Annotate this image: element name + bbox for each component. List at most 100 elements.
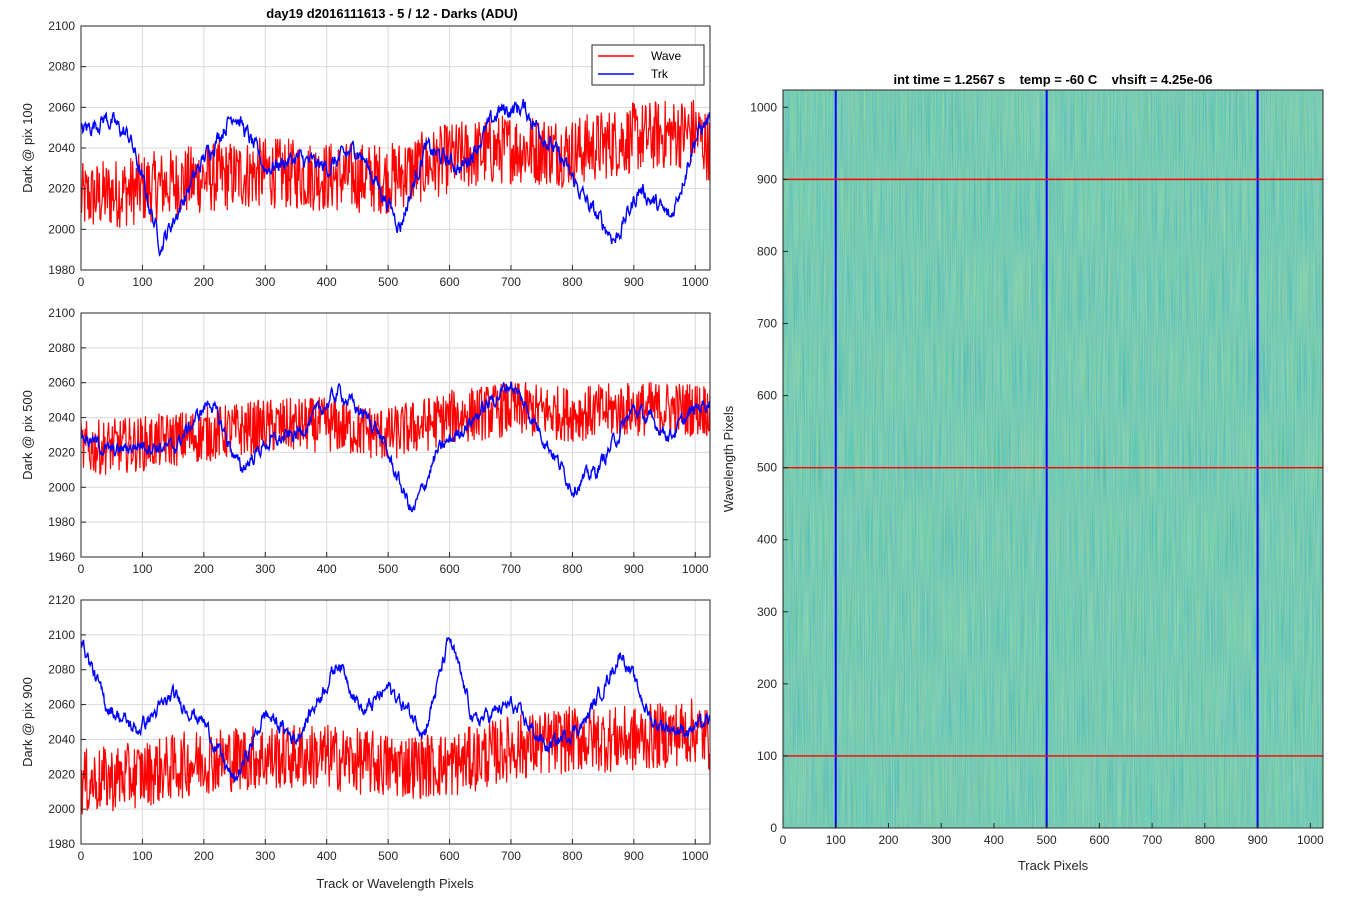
y-tick-label: 2100 [48,628,75,642]
heatmap-panel: int time = 1.2567 s temp = -60 C vhsift … [721,72,1324,873]
heatmap-y-tick-label: 0 [770,821,777,835]
x-tick-label: 100 [132,275,152,289]
panel-3-xlabel: Track or Wavelength Pixels [316,876,474,891]
x-tick-label: 300 [255,275,275,289]
y-tick-label: 1980 [48,515,75,529]
figure-title: day19 d2016111613 - 5 / 12 - Darks (ADU) [266,6,517,21]
heatmap-x-tick-label: 500 [1037,833,1057,847]
x-tick-label: 700 [501,275,521,289]
panel-pix-500: 0 100 200 300 400 500 600 700 800 900 1000 1960 1980… [20,306,711,576]
y-tick-label: 2080 [48,341,75,355]
y-tick-label: 2100 [48,19,75,33]
legend: Wave Trk [591,44,705,86]
heatmap-y-tick-label: 200 [757,677,777,691]
x-tick-label: 0 [78,275,85,289]
x-tick-label: 800 [562,849,582,863]
heatmap-y-tick-label: 900 [757,172,777,186]
panel-2-axes-box [80,312,711,558]
panel-2-series-wave [81,381,710,475]
heatmap-x-tick-label: 200 [878,833,898,847]
x-tick-label: 1000 [682,275,709,289]
y-tick-label: 2000 [48,480,75,494]
y-tick-label: 2000 [48,222,75,236]
y-tick-label: 2040 [48,141,75,155]
y-tick-label: 2020 [48,445,75,459]
y-tick-label: 2060 [48,698,75,712]
heatmap-y-tick-label: 400 [757,533,777,547]
heatmap-xlabel: Track Pixels [1018,858,1089,873]
legend-wave-label: Wave [651,49,682,63]
x-tick-label: 700 [501,562,521,576]
heatmap-x-tick-label: 400 [984,833,1004,847]
heatmap-x-tick-label: 900 [1248,833,1268,847]
x-tick-label: 500 [378,562,398,576]
heatmap-ylabel: Wavelength Pixels [721,405,736,512]
y-tick-label: 2000 [48,802,75,816]
x-tick-label: 0 [78,562,85,576]
panel-2-ylabel: Dark @ pix 500 [20,390,35,480]
heatmap-x-tick-label: 1000 [1297,833,1324,847]
heatmap-y-tick-label: 600 [757,389,777,403]
x-tick-label: 400 [317,849,337,863]
panel-1-series-trk [81,98,710,257]
heatmap-x-tick-label: 600 [1089,833,1109,847]
heatmap-x-tick-label: 300 [931,833,951,847]
panel-2-series-trk [81,381,710,513]
y-tick-label: 2040 [48,732,75,746]
x-tick-label: 300 [255,849,275,863]
panel-3-series-wave [81,698,710,815]
x-tick-label: 1000 [682,562,709,576]
y-tick-label: 2120 [48,593,75,607]
heatmap-y-tick-label: 1000 [750,100,777,114]
y-tick-label: 1980 [48,263,75,277]
panel-pix-900: 0 100 200 300 400 500 600 700 800 900 1000 1980 2000… [20,593,711,891]
panel-pix-100: 0 100 200 300 400 500 600 700 800 900 1000 1980 2000… [20,19,711,289]
heatmap-x-tick-label: 700 [1142,833,1162,847]
y-tick-label: 2100 [48,306,75,320]
y-tick-label: 2040 [48,411,75,425]
y-tick-label: 2060 [48,376,75,390]
panel-1-ylabel: Dark @ pix 100 [20,103,35,193]
x-tick-label: 400 [317,275,337,289]
x-tick-label: 800 [562,275,582,289]
x-tick-label: 600 [440,275,460,289]
panel-3-axes-box [80,599,711,845]
x-tick-label: 600 [440,849,460,863]
panel-3-series-trk [81,637,710,783]
y-tick-label: 2020 [48,767,75,781]
heatmap-y-tick-label: 300 [757,605,777,619]
x-tick-label: 400 [317,562,337,576]
y-tick-label: 2060 [48,100,75,114]
x-tick-label: 700 [501,849,521,863]
x-tick-label: 100 [132,562,152,576]
x-tick-label: 600 [440,562,460,576]
heatmap-x-tick-label: 100 [826,833,846,847]
x-tick-label: 200 [194,562,214,576]
heatmap-ticks: 0 100 200 300 400 500 600 700 800 900 1000 0 100 200 3… [750,100,1324,847]
y-tick-label: 2020 [48,182,75,196]
y-tick-label: 1960 [48,550,75,564]
panel-2-ticks: 0 100 200 300 400 500 600 700 800 900 1000 1960 1980… [48,306,709,576]
heatmap-x-tick-label: 800 [1195,833,1215,847]
heatmap-x-tick-label: 0 [780,833,787,847]
heatmap-noise-highlights [783,90,1323,828]
x-tick-label: 800 [562,562,582,576]
x-tick-label: 500 [378,849,398,863]
y-tick-label: 2080 [48,60,75,74]
x-tick-label: 900 [624,562,644,576]
panel-3-ylabel: Dark @ pix 900 [20,677,35,767]
heatmap-y-tick-label: 100 [757,749,777,763]
heatmap-y-tick-label: 500 [757,461,777,475]
x-tick-label: 100 [132,849,152,863]
legend-trk-label: Trk [651,67,669,81]
panel-3-ticks: 0 100 200 300 400 500 600 700 800 900 1000 1980 2000… [48,593,709,863]
panel-1-ticks: 0 100 200 300 400 500 600 700 800 900 1000 1980 2000… [48,19,709,289]
y-tick-label: 1980 [48,837,75,851]
legend-box [591,44,705,86]
x-tick-label: 300 [255,562,275,576]
heatmap-y-tick-label: 700 [757,317,777,331]
x-tick-label: 200 [194,275,214,289]
y-tick-label: 2080 [48,663,75,677]
x-tick-label: 200 [194,849,214,863]
x-tick-label: 0 [78,849,85,863]
